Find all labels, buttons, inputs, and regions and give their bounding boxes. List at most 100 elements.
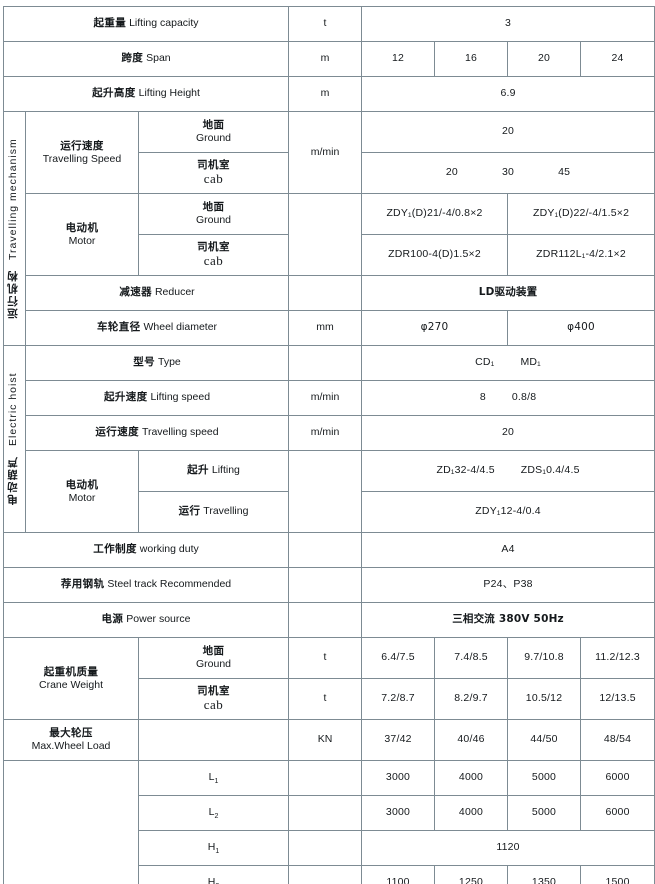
value-cell: MD₁ — [520, 356, 541, 369]
value-cell: ZD₁32-4/4.5 — [436, 464, 495, 477]
label-en: Motor — [68, 491, 96, 504]
value-cell: A4 — [361, 532, 655, 568]
value-cell: 1120 — [361, 830, 655, 866]
row-label-max-wheel-load: 最大轮压 Max.Wheel Load — [3, 719, 139, 761]
sublabel-travelling: 运行 Travelling — [137, 491, 290, 533]
value-cell: 16 — [434, 41, 509, 77]
sublabel-cab: 司机室 cab — [137, 678, 290, 720]
table-row-wheel-diameter: 车轮直径 Wheel diameter mm φ270 φ400 — [4, 310, 655, 346]
value-cell: ZDY₁12-4/0.4 — [361, 491, 655, 533]
label-cn: 起升速度 — [103, 391, 148, 404]
label-cn: 运行速度 — [95, 426, 140, 439]
unit-cell — [288, 345, 363, 381]
row-label-hoist-motor: 电动机 Motor — [25, 450, 139, 533]
group-label-en: Travelling mechanism — [7, 138, 19, 260]
value-cell: 48/54 — [580, 719, 655, 761]
value-cell-group: 8 0.8/8 — [361, 380, 655, 416]
group-label-en: Electric hoist — [7, 372, 19, 447]
table-row-reducer: 减速器 Reducer LD驱动装置 — [4, 275, 655, 311]
value-cell: 1500 — [580, 865, 655, 884]
table-row-type: 电动葫芦 Electric hoist 型号 Type CD₁ MD₁ — [3, 345, 655, 533]
row-label-hoist-lifting-speed: 起升速度 Lifting speed — [24, 380, 290, 416]
row-label-working-duty: 工作制度 working duty — [2, 532, 290, 568]
table-row-span: 跨度 Span m 12 16 20 24 — [2, 41, 655, 77]
value-cell: 11.2/12.3 — [580, 637, 655, 679]
sublabel-ground: 地面 Ground — [137, 637, 290, 679]
group-label-cn: 运行机构 — [7, 268, 19, 319]
unit-cell: t — [288, 6, 363, 42]
row-label-reducer: 减速器 Reducer — [24, 275, 290, 311]
dim-letter: L — [208, 771, 215, 784]
unit-cell: KN — [288, 719, 363, 761]
table-row-hoist-motor-lifting: 电动机 Motor 起升 Lifting ZD₁32-4/4.5 ZDS₁0.4… — [4, 450, 655, 533]
label-cn: 电动机 — [65, 478, 99, 491]
label-en: Travelling speed — [141, 426, 219, 439]
value-cell: 5000 — [507, 760, 582, 796]
label-cn: 运行速度 — [60, 139, 104, 152]
row-label-lifting-height: 起升高度 Lifting Height — [2, 76, 290, 112]
sublabel-cn: 地面 — [202, 119, 225, 132]
table-row-dimension-l1: 基本尺寸 Basic Dimensions L1 3000 4000 5000 … — [3, 760, 655, 884]
table-row-travelling-speed-cab: 司机室 cab 20 30 45 — [4, 152, 655, 194]
table-row-crane-weight-ground: 起重机质量 Crane Weight 地面 Ground t 6.4/7.5 7… — [3, 637, 655, 720]
unit-cell: m/min — [288, 111, 363, 194]
row-label-crane-weight: 起重机质量 Crane Weight — [3, 637, 139, 720]
value-cell: 6000 — [580, 795, 655, 831]
value-cell: 6.9 — [361, 76, 655, 112]
label-cn: 工作制度 — [93, 543, 137, 556]
sublabel-lifting: 起升 Lifting — [137, 450, 290, 492]
unit-cell: t — [288, 637, 363, 679]
dim-letter: H — [207, 876, 216, 884]
label-en: Max.Wheel Load — [31, 740, 111, 752]
dim-letter: H — [207, 841, 216, 854]
label-en: working duty — [139, 543, 199, 556]
value-cell: 4000 — [434, 760, 509, 796]
table-row-hoist-travelling-speed: 运行速度 Travelling speed m/min 20 — [4, 415, 655, 451]
group-label-cn: 电动葫芦 — [7, 455, 19, 506]
sublabel-en: Lifting — [211, 464, 240, 477]
sublabel-en: Ground — [195, 214, 232, 226]
row-label-travelling-motor: 电动机 Motor — [25, 193, 139, 276]
value-cell: ZDY₁(D)21/-4/0.8×2 — [361, 193, 509, 235]
dim-sub: 1 — [215, 848, 220, 856]
value-cell: ZDS₁0.4/4.5 — [520, 464, 580, 477]
label-en: Lifting speed — [150, 391, 211, 404]
value-cell: 1350 — [507, 865, 582, 884]
value-cell: 7.2/8.7 — [361, 678, 436, 720]
unit-cell — [288, 795, 363, 831]
unit-cell — [288, 193, 363, 276]
label-en: Lifting Height — [138, 87, 200, 100]
value-cell: 12/13.5 — [580, 678, 655, 720]
value-cell: P24、P38 — [361, 567, 655, 603]
label-cn: 荐用钢轨 — [60, 578, 105, 591]
value-cell: 4000 — [434, 795, 509, 831]
value-cell: 44/50 — [507, 719, 582, 761]
value-cell: 1250 — [434, 865, 509, 884]
table-row-dimension-h1: H1 1120 — [4, 830, 655, 866]
sublabel-en: Ground — [195, 132, 232, 144]
dimension-name: L2 — [137, 795, 290, 831]
unit-cell: mm — [288, 310, 363, 346]
value-cell-group: CD₁ MD₁ — [361, 345, 655, 381]
unit-cell — [288, 567, 363, 603]
sublabel-cn: 地面 — [202, 201, 225, 214]
label-cn: 型号 — [133, 356, 156, 369]
dim-sub: 2 — [214, 813, 219, 821]
table-row-travelling-motor-ground: 电动机 Motor 地面 Ground ZDY₁(D)21/-4/0.8×2 Z… — [4, 193, 655, 276]
unit-cell — [288, 865, 363, 884]
table-row-lifting-capacity: 起重量 Lifting capacity t 3 — [2, 6, 655, 42]
row-label-steel-track: 荐用钢轨 Steel track Recommended — [2, 567, 290, 603]
value-cell: 40/46 — [434, 719, 509, 761]
sublabel-cab: 司机室 cab — [137, 234, 290, 276]
label-cn: 跨度 — [121, 52, 144, 65]
crane-specification-table: 起重量 Lifting capacity t 3 跨度 Span m 12 16… — [2, 6, 655, 884]
label-en: Steel track Recommended — [107, 578, 232, 591]
table-row-dimension-l2: L2 3000 4000 5000 6000 — [4, 795, 655, 831]
dimension-name: H2 — [137, 865, 290, 884]
label-en: Wheel diameter — [143, 321, 218, 334]
table-row-lifting-height: 起升高度 Lifting Height m 6.9 — [2, 76, 655, 112]
table-row-steel-track: 荐用钢轨 Steel track Recommended P24、P38 — [2, 567, 655, 603]
table-row-hoist-motor-travelling: 运行 Travelling ZDY₁12-4/0.4 — [4, 491, 655, 533]
table-row-crane-weight-cab: 司机室 cab t 7.2/8.7 8.2/9.7 10.5/12 12/13.… — [4, 678, 655, 720]
